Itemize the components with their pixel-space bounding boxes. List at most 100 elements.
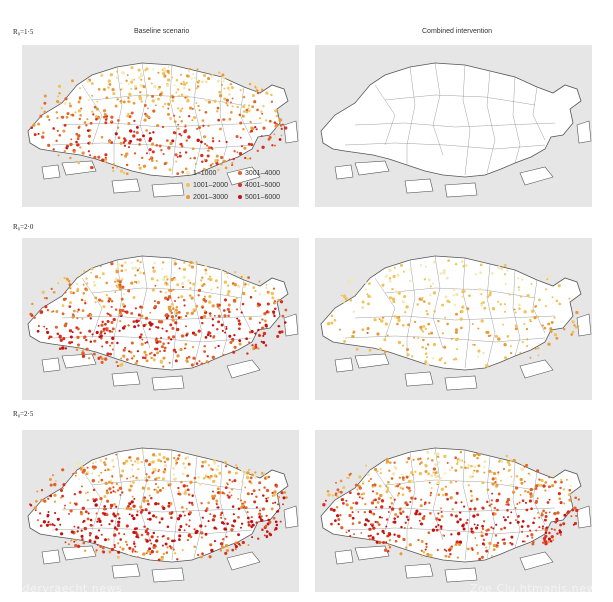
density-point: [407, 486, 411, 490]
density-point: [130, 80, 134, 84]
density-point: [478, 557, 481, 561]
density-point: [60, 489, 63, 492]
density-point: [76, 143, 80, 147]
density-point: [481, 506, 485, 510]
density-point: [370, 501, 375, 505]
density-point: [37, 324, 41, 328]
density-point: [166, 546, 169, 549]
density-point: [69, 501, 72, 504]
density-point: [103, 505, 107, 508]
density-point: [211, 162, 214, 165]
density-point: [200, 531, 204, 535]
density-point: [244, 156, 247, 160]
density-point: [411, 473, 414, 476]
density-point: [256, 149, 260, 153]
density-point: [29, 312, 33, 316]
density-point: [163, 467, 167, 471]
density-point: [148, 517, 152, 521]
density-point: [575, 514, 578, 517]
density-point: [87, 98, 90, 102]
density-point: [234, 543, 236, 546]
density-point: [550, 535, 554, 539]
density-point: [216, 328, 219, 331]
density-point: [474, 537, 477, 540]
density-point: [204, 474, 208, 478]
density-point: [132, 355, 136, 358]
density-point: [393, 498, 396, 501]
density-point: [254, 332, 257, 335]
density-point: [232, 513, 235, 516]
density-point: [444, 472, 446, 475]
density-point: [103, 113, 107, 116]
density-point: [516, 276, 520, 280]
density-point: [385, 485, 388, 488]
density-point: [75, 348, 79, 352]
density-point: [570, 515, 573, 518]
density-point: [104, 538, 107, 542]
density-point: [419, 457, 422, 460]
density-point: [396, 484, 400, 488]
density-point: [139, 261, 142, 264]
density-point: [217, 464, 220, 468]
density-point: [180, 119, 183, 123]
density-point: [558, 497, 562, 501]
density-point: [110, 120, 113, 123]
density-point: [185, 325, 187, 328]
legend-dot: [186, 171, 190, 176]
density-point: [393, 315, 397, 318]
density-point: [448, 468, 452, 472]
density-point: [97, 356, 100, 359]
density-point: [248, 317, 252, 321]
density-point: [153, 300, 156, 303]
density-point: [58, 92, 61, 95]
density-point: [221, 73, 225, 77]
density-point: [262, 334, 265, 337]
density-point: [146, 499, 150, 503]
density-point: [161, 544, 164, 547]
district-boundary: [81, 84, 103, 146]
density-point: [132, 134, 136, 138]
density-point: [569, 484, 572, 487]
map-panel-r0-2-5-baseline: [22, 430, 299, 592]
density-point: [249, 476, 253, 480]
density-point: [476, 553, 479, 556]
density-point: [227, 314, 230, 318]
density-point: [116, 279, 120, 283]
density-point: [91, 94, 94, 97]
density-point: [273, 300, 277, 303]
density-point: [182, 267, 187, 272]
density-point: [352, 335, 355, 338]
density-point: [51, 523, 54, 526]
density-point: [515, 474, 519, 478]
density-point: [366, 331, 369, 334]
density-point: [219, 549, 223, 552]
density-point: [172, 131, 176, 134]
density-point: [143, 103, 147, 107]
density-point: [145, 114, 149, 118]
density-point: [497, 300, 500, 303]
density-point: [191, 346, 195, 349]
density-point: [178, 514, 182, 518]
density-point: [107, 538, 110, 541]
density-point: [495, 486, 498, 489]
density-point: [102, 327, 106, 331]
density-point: [472, 343, 474, 346]
density-point: [563, 513, 567, 517]
density-point: [280, 134, 283, 137]
density-point: [91, 465, 96, 469]
density-point: [470, 464, 473, 468]
density-point: [338, 491, 341, 493]
density-point: [69, 335, 73, 339]
density-point: [182, 298, 186, 302]
density-point: [477, 464, 481, 468]
density-point: [102, 305, 106, 309]
density-point: [272, 502, 274, 505]
density-point: [137, 324, 140, 327]
density-point: [170, 547, 173, 550]
density-point: [240, 526, 242, 529]
density-point: [571, 508, 575, 512]
density-point: [232, 525, 235, 528]
density-point: [184, 151, 188, 154]
islet-outline: [576, 505, 592, 529]
density-point: [47, 143, 51, 147]
